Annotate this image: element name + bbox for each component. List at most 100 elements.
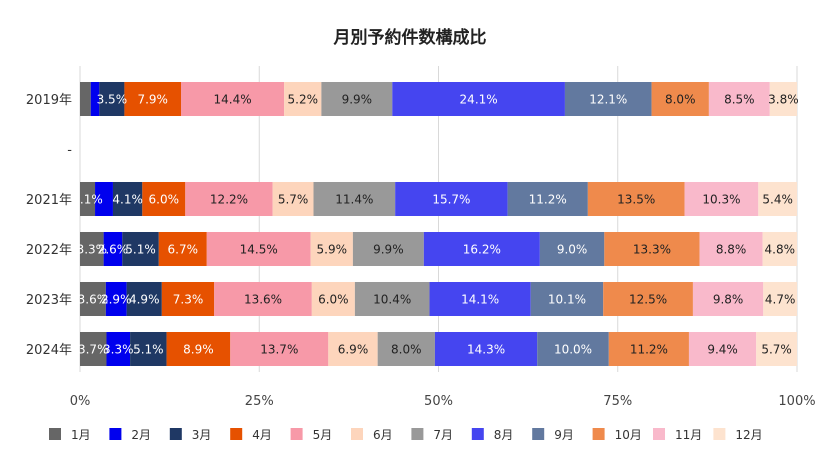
y-tick-label: 2024年 <box>26 343 72 358</box>
legend: 1月 2月 3月 4月 5月 6月 7月 8月 9月 10月 11月 12月 <box>49 428 763 442</box>
legend-swatch <box>109 428 122 440</box>
bar-segment <box>429 282 531 316</box>
x-tick-label: 100% <box>778 394 815 409</box>
legend-swatch <box>592 428 605 440</box>
legend-label: 9月 <box>554 428 574 442</box>
data-label: 14.1% <box>461 293 499 307</box>
bar-segment <box>352 232 424 266</box>
data-label: 9.8% <box>713 293 744 307</box>
bar-segment <box>124 82 181 116</box>
data-label: 9.0% <box>557 243 588 257</box>
data-label: 11.4% <box>335 193 373 207</box>
data-label: 6.0% <box>149 193 180 207</box>
bar-segment <box>769 82 797 116</box>
x-axis: 0% 25% 50% 75% 100% <box>70 394 816 409</box>
data-label: 4.7% <box>765 293 796 307</box>
data-label: 3.7% <box>78 343 109 357</box>
bar-segment <box>762 232 797 266</box>
bar-segment <box>106 332 131 366</box>
gridlines <box>79 66 798 372</box>
data-label: 8.8% <box>716 243 747 257</box>
data-label: 10.0% <box>554 343 592 357</box>
bar-segment <box>587 182 685 216</box>
y-tick-label: - <box>67 143 72 158</box>
data-label: 10.1% <box>548 293 586 307</box>
data-label: 5.7% <box>278 193 309 207</box>
legend-swatch <box>653 428 665 440</box>
data-label: 14.3% <box>467 343 505 357</box>
data-label: 14.4% <box>214 93 252 107</box>
legend-label: 3月 <box>192 428 212 442</box>
legend-swatch <box>351 428 363 440</box>
data-label: 13.5% <box>617 193 655 207</box>
bar-segment <box>80 82 91 116</box>
data-label: 13.6% <box>244 293 282 307</box>
legend-swatch <box>230 428 243 440</box>
data-label: 6.9% <box>338 343 369 357</box>
data-label: 5.1% <box>125 243 156 257</box>
y-tick-label: 2022年 <box>26 243 72 258</box>
bar-segment <box>105 282 127 316</box>
data-label: 2.1% <box>72 193 103 207</box>
bar-segment <box>158 232 207 266</box>
bar-segment <box>130 332 167 366</box>
legend-swatch <box>713 428 726 440</box>
bar-segment <box>708 82 770 116</box>
bar-segment <box>692 282 764 316</box>
bar-segment <box>608 332 689 366</box>
data-label: 11.2% <box>630 343 668 357</box>
data-label: 3.5% <box>97 93 128 107</box>
bar-segment <box>112 182 143 216</box>
legend-label: 12月 <box>735 428 762 442</box>
data-label: 9.9% <box>342 93 373 107</box>
bar-segment <box>126 282 162 316</box>
bar-segment <box>80 332 107 366</box>
legend-label: 1月 <box>71 428 91 442</box>
data-label: 13.3% <box>633 243 671 257</box>
bar-segment <box>80 232 104 266</box>
bar-segment <box>313 182 396 216</box>
bar-segment <box>310 232 353 266</box>
data-label: 3.3% <box>103 343 134 357</box>
bar-segment <box>758 182 797 216</box>
data-label: 8.0% <box>665 93 696 107</box>
legend-label: 7月 <box>433 428 453 442</box>
x-tick-label: 0% <box>70 394 91 409</box>
legend-swatch <box>411 428 424 440</box>
bar-segment <box>90 82 100 116</box>
x-tick-label: 25% <box>245 394 274 409</box>
bar-segment <box>214 282 312 316</box>
data-label: 3.8% <box>768 93 799 107</box>
y-tick-label: 2021年 <box>26 193 72 208</box>
bar-segment <box>95 182 113 216</box>
bar-segment <box>161 282 215 316</box>
bar-segment <box>328 332 378 366</box>
legend-label: 2月 <box>131 428 151 442</box>
bar-segment <box>395 182 508 216</box>
legend-label: 8月 <box>494 428 514 442</box>
data-label: 12.1% <box>589 93 627 107</box>
data-label: 15.7% <box>432 193 470 207</box>
bar-segment <box>311 282 355 316</box>
data-label: 16.2% <box>463 243 501 257</box>
data-label: 11.2% <box>529 193 567 207</box>
bar-segment <box>763 282 797 316</box>
bar-segment <box>122 232 159 266</box>
data-label: 5.7% <box>761 343 792 357</box>
data-label: 4.8% <box>765 243 796 257</box>
data-label: 5.1% <box>133 343 164 357</box>
data-label: 14.5% <box>240 243 278 257</box>
data-label: 8.0% <box>391 343 422 357</box>
bar-segment <box>603 282 693 316</box>
data-label: 12.5% <box>629 293 667 307</box>
data-label: 3.6% <box>78 293 109 307</box>
legend-swatch <box>49 428 61 440</box>
bar-segment <box>185 182 273 216</box>
bar-segment <box>377 332 435 366</box>
bar-segment <box>206 232 311 266</box>
bar-segment <box>166 332 231 366</box>
data-label: 5.2% <box>288 93 319 107</box>
legend-label: 4月 <box>252 428 272 442</box>
bar-segment <box>230 332 329 366</box>
